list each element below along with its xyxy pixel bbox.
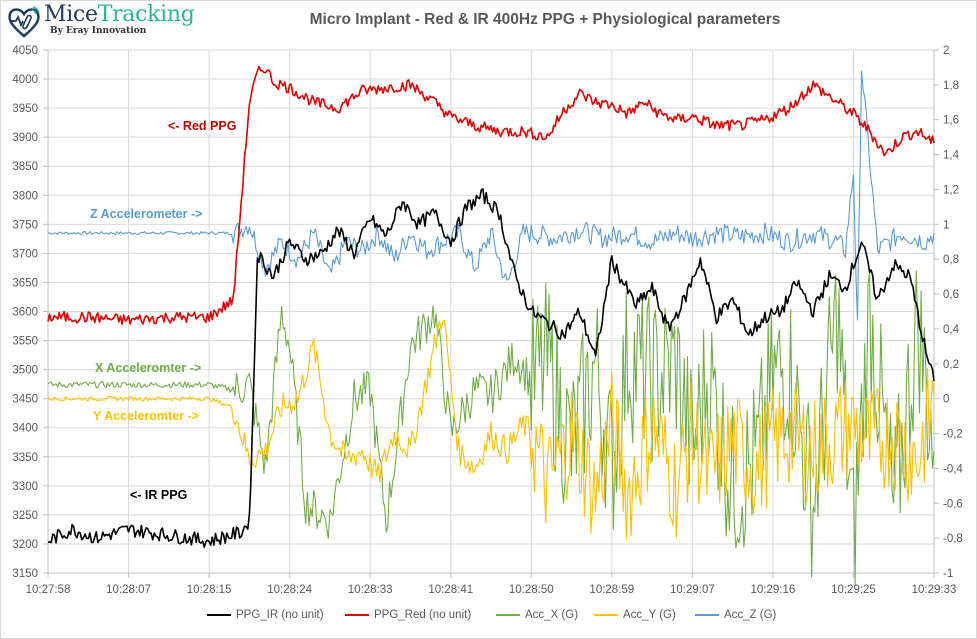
x-tick-label: 10:28:41	[428, 584, 473, 596]
chart-title: Micro Implant - Red & IR 400Hz PPG + Phy…	[309, 11, 781, 28]
legend-item: Acc_X (G)	[496, 609, 578, 621]
annotations: <- Red PPG Z Accelerometer -> X Acceleromt…	[90, 119, 236, 502]
left-tick-label: 3300	[12, 481, 38, 493]
right-tick-label: 1	[943, 219, 949, 231]
x-tick-label: 10:28:50	[509, 584, 554, 596]
legend-swatch	[207, 614, 231, 616]
x-tick-label: 10:28:24	[267, 584, 312, 596]
x-tick-label: 10:29:25	[831, 584, 876, 596]
legend-item: PPG_IR (no unit)	[207, 609, 324, 621]
annotation-label: <- Red PPG	[168, 119, 236, 133]
line-chart: 3150 3200 3250 3300 3350 3400 3450 3500 3550 3600…	[12, 45, 963, 596]
right-tick-label: -0,8	[943, 533, 963, 545]
gridlines	[47, 49, 935, 574]
legend-label: Acc_X (G)	[525, 609, 579, 621]
right-tick-label: -0,4	[943, 463, 963, 475]
right-tick-label: 0,8	[943, 254, 959, 266]
legend-swatch	[594, 614, 618, 616]
right-tick-label: 0,6	[943, 289, 959, 301]
legend-item: Acc_Y (G)	[594, 609, 676, 621]
x-tick-label: 10:29:07	[670, 584, 715, 596]
x-tick-label: 10:27:58	[26, 584, 71, 596]
right-tick-label: -1	[943, 568, 953, 580]
left-tick-label: 3850	[12, 161, 38, 173]
right-tick-label: 0,2	[943, 359, 959, 371]
legend-label: Acc_Z (G)	[724, 609, 777, 621]
right-tick-label: -0,6	[943, 498, 963, 510]
legend-item: PPG_Red (no unit)	[345, 609, 471, 621]
series-line-acc-z	[47, 70, 935, 321]
right-tick-label: 0,4	[943, 324, 960, 336]
right-tick-label: -0,2	[943, 429, 963, 441]
legend-label: PPG_IR (no unit)	[236, 609, 324, 621]
annotation-label: X Acceleromter ->	[95, 361, 201, 375]
series-line-ppg-ir	[47, 188, 935, 549]
left-tick-label: 3200	[12, 539, 38, 551]
left-tick-label: 3500	[12, 365, 38, 377]
right-tick-label: 0	[943, 394, 949, 406]
left-tick-label: 3900	[12, 132, 38, 144]
series-line-acc-y	[47, 319, 935, 541]
series-group	[47, 65, 935, 586]
left-tick-label: 3350	[12, 452, 38, 464]
annotation-label: Y Acceleromter ->	[93, 409, 199, 423]
legend-swatch	[345, 614, 369, 616]
legend-swatch	[496, 614, 520, 616]
x-axis-ticks: 10:27:58 10:28:07 10:28:15 10:28:24 10:28:33…	[26, 573, 957, 596]
left-tick-label: 3650	[12, 277, 38, 289]
annotation-label: <- IR PPG	[130, 488, 187, 502]
brand-name-part2: Tracking	[97, 2, 195, 27]
series-line-ppg-red	[47, 65, 935, 326]
left-tick-label: 3600	[12, 307, 38, 319]
legend-label: Acc_Y (G)	[623, 609, 676, 621]
brand-name-part1: Mice	[44, 2, 98, 27]
left-tick-label: 3950	[12, 103, 38, 115]
left-tick-label: 3550	[12, 336, 38, 348]
brand-logo: MiceTracking By Eray Innovation	[6, 2, 196, 42]
x-tick-label: 10:28:07	[106, 584, 151, 596]
brand-name: MiceTracking	[44, 2, 195, 27]
left-tick-label: 3450	[12, 394, 38, 406]
right-tick-label: 1,6	[943, 115, 959, 127]
right-tick-label: 1,2	[943, 184, 959, 196]
right-tick-label: 1,4	[943, 150, 960, 162]
right-tick-label: 1,8	[943, 80, 959, 92]
annotation-label: Z Accelerometer ->	[90, 207, 202, 221]
legend-label: PPG_Red (no unit)	[374, 609, 472, 621]
left-tick-label: 3750	[12, 219, 38, 231]
left-tick-label: 3150	[12, 568, 38, 580]
series-line-acc-x	[47, 270, 935, 586]
left-tick-label: 3400	[12, 423, 38, 435]
right-axis-ticks: -1 -0,8 -0,6 -0,4 -0,2 0 0,2 0,4 0,6 0,8 1 1,2 1,4 1,…	[934, 45, 963, 580]
left-tick-label: 4050	[12, 45, 38, 57]
x-tick-label: 10:29:33	[912, 584, 957, 596]
heart-logo-icon	[8, 6, 40, 38]
brand-tagline: By Eray Innovation	[50, 26, 147, 36]
legend-swatch	[695, 614, 719, 616]
legend-item: Acc_Z (G)	[695, 609, 776, 621]
x-tick-label: 10:28:59	[589, 584, 634, 596]
legend: PPG_IR (no unit) PPG_Red (no unit) Acc_X (…	[0, 609, 977, 627]
left-axis-ticks: 3150 3200 3250 3300 3350 3400 3450 3500 3550 3600…	[12, 45, 48, 580]
left-tick-label: 3800	[12, 190, 38, 202]
x-tick-label: 10:28:15	[187, 584, 232, 596]
left-tick-label: 3700	[12, 248, 38, 260]
left-tick-label: 4000	[12, 74, 38, 86]
right-tick-label: 2	[943, 45, 949, 57]
x-tick-label: 10:28:33	[348, 584, 393, 596]
x-tick-label: 10:29:16	[751, 584, 796, 596]
left-tick-label: 3250	[12, 510, 38, 522]
